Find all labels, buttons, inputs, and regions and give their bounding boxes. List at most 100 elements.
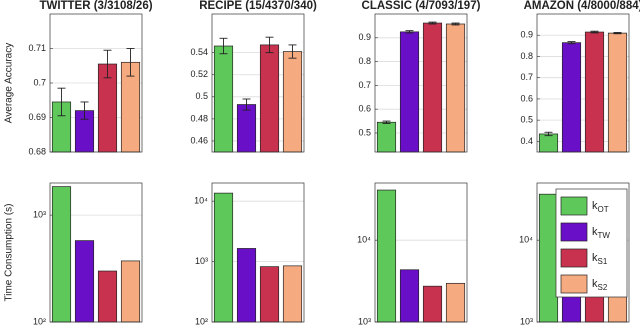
- legend-swatch: [560, 196, 588, 216]
- legend-label: kS2: [592, 278, 608, 292]
- error-bar: [382, 120, 391, 124]
- bar: [584, 31, 605, 153]
- error-bar: [288, 44, 297, 59]
- axes-frame: [536, 13, 630, 153]
- bar: [120, 260, 141, 323]
- chart-title: AMAZON (4/8000/884): [524, 0, 640, 12]
- error-bar: [405, 30, 414, 34]
- error-bar: [103, 49, 112, 79]
- legend-label-sub: TW: [598, 231, 611, 240]
- y-tick-label: 10³: [358, 316, 371, 326]
- error-bar: [265, 36, 274, 54]
- error-bar: [590, 30, 599, 34]
- axes-frame: [211, 13, 305, 153]
- y-tick-label: 10²: [33, 316, 46, 326]
- y-tick-label: 10⁴: [357, 235, 371, 245]
- legend-label-main: k: [592, 226, 598, 238]
- y-tick-label: 0.48: [190, 113, 208, 123]
- y-tick-label: 0.4: [520, 136, 533, 146]
- bar: [282, 265, 303, 323]
- axes-frame: [536, 182, 630, 323]
- bar: [399, 269, 420, 323]
- bar: [376, 121, 397, 153]
- y-tick-label: 0.9: [520, 30, 533, 40]
- y-tick-label: 10³: [520, 316, 533, 326]
- legend-label-main: k: [592, 200, 598, 212]
- bar: [376, 189, 397, 323]
- bar: [259, 266, 280, 323]
- bar: [236, 248, 257, 323]
- legend-label: kS1: [592, 252, 608, 266]
- error-bar: [567, 41, 576, 45]
- y-tick-label: 0.7: [358, 80, 371, 90]
- error-bar: [57, 87, 66, 117]
- error-bar: [428, 21, 437, 25]
- error-bar: [126, 48, 135, 77]
- error-bar: [544, 131, 553, 137]
- bar: [399, 31, 420, 153]
- y-tick-label: 0.7: [520, 72, 533, 82]
- bar: [74, 240, 95, 323]
- axes-frame: [49, 13, 143, 153]
- chart-title: RECIPE (15/4370/340): [199, 0, 317, 12]
- y-tick-label: 0.68: [28, 146, 46, 156]
- bar: [97, 270, 118, 323]
- axes-frame: [374, 13, 468, 153]
- y-tick-label: 0.7: [33, 77, 46, 87]
- bar: [422, 22, 443, 153]
- error-bar: [80, 101, 89, 120]
- bar: [213, 45, 234, 153]
- y-tick-label: 0.69: [28, 112, 46, 122]
- y-tick-label: 0.46: [190, 135, 208, 145]
- axes-frame: [49, 182, 143, 323]
- y-tick-label: 0.9: [358, 32, 371, 42]
- axes-frame: [374, 182, 468, 323]
- error-bar: [242, 98, 251, 111]
- chart-title: CLASSIC (4/7093/197): [362, 0, 481, 12]
- legend-label-sub: S2: [598, 283, 608, 292]
- error-bar: [613, 32, 622, 35]
- y-tick-label: 0.6: [358, 104, 371, 114]
- axes-frame: [211, 182, 305, 323]
- y-tick-label: 10³: [195, 256, 208, 266]
- y-tick-label: 0.6: [520, 93, 533, 103]
- legend-swatch: [560, 248, 588, 268]
- y-tick-label: 0.8: [520, 51, 533, 61]
- legend-swatch: [560, 222, 588, 242]
- legend-label-sub: S1: [598, 257, 608, 266]
- error-bar: [451, 22, 460, 26]
- y-tick-label: 0.5: [195, 91, 208, 101]
- chart-title: TWITTER (3/3108/26): [39, 0, 152, 12]
- y-tick-label: 0.8: [358, 56, 371, 66]
- legend-label: kTW: [592, 226, 610, 240]
- bar: [538, 133, 559, 153]
- bar: [538, 193, 559, 323]
- bar: [282, 51, 303, 153]
- y-tick-label: 0.54: [190, 47, 208, 57]
- y-axis-label: Average Accuracy: [4, 43, 15, 123]
- y-tick-label: 0.5: [520, 115, 533, 125]
- y-tick-label: 0.71: [28, 43, 46, 53]
- y-tick-label: 10⁴: [194, 196, 208, 206]
- legend-label: kOT: [592, 200, 609, 214]
- y-tick-label: 10³: [33, 210, 46, 220]
- bar: [213, 192, 234, 323]
- bar: [445, 282, 466, 323]
- bar: [236, 104, 257, 153]
- bar: [51, 186, 72, 323]
- y-tick-label: 10²: [195, 316, 208, 326]
- y-tick-label: 10⁴: [519, 235, 533, 245]
- legend-label-sub: OT: [598, 205, 609, 214]
- legend-swatch: [560, 274, 588, 294]
- y-axis-label: Time Consumption (s): [4, 204, 15, 302]
- legend-label-main: k: [592, 278, 598, 290]
- bar: [422, 285, 443, 323]
- bar: [259, 44, 280, 153]
- bar: [445, 23, 466, 153]
- bar: [607, 32, 628, 153]
- y-tick-label: 0.5: [358, 127, 371, 137]
- y-tick-label: 0.52: [190, 69, 208, 79]
- legend-label-main: k: [592, 252, 598, 264]
- error-bar: [219, 37, 228, 55]
